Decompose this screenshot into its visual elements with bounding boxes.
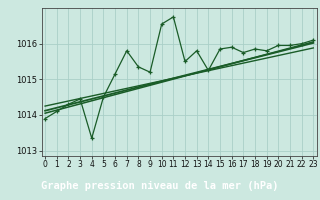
Text: Graphe pression niveau de la mer (hPa): Graphe pression niveau de la mer (hPa)	[41, 181, 279, 191]
